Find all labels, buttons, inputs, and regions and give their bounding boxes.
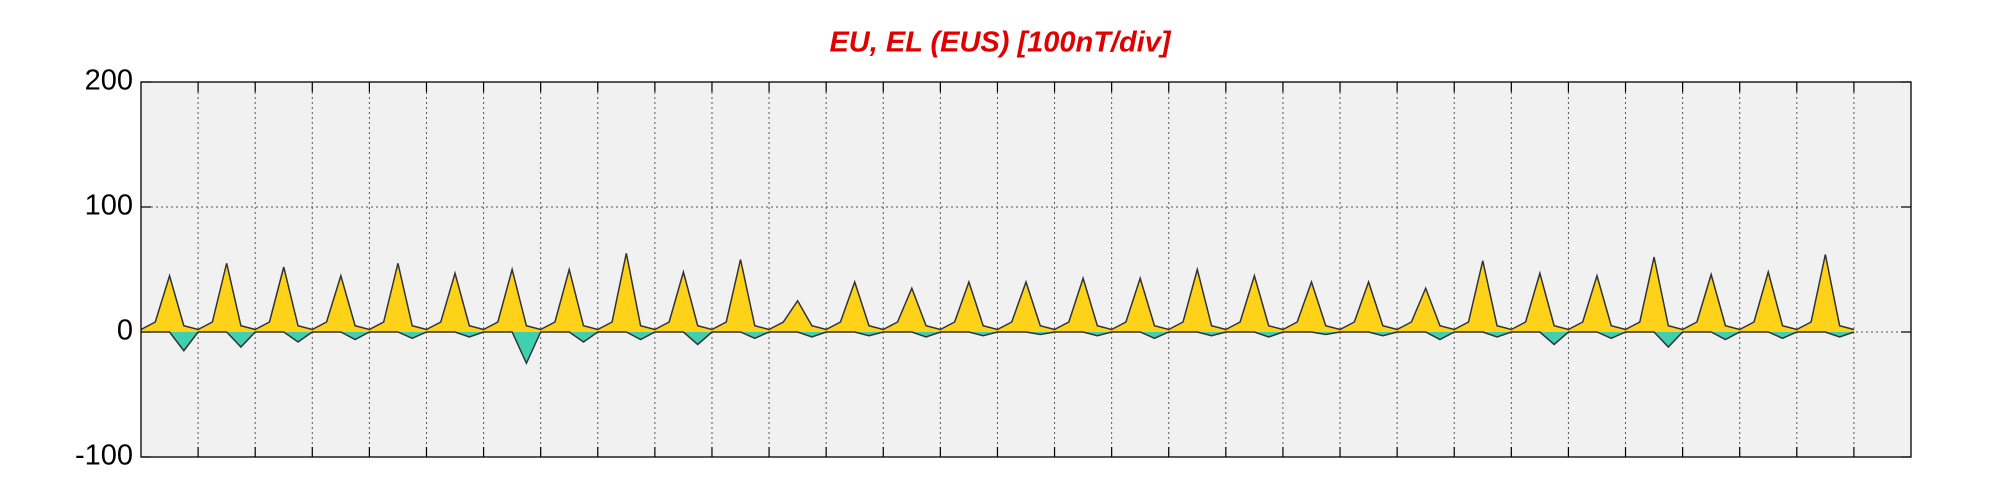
line [141,331,1855,366]
y-tick-label: -100 [75,440,133,472]
y-tick-label: 100 [85,190,133,222]
plot-background [141,82,1911,457]
chart-title: EU, EL (EUS) [100nT/div] [829,27,1171,59]
plot-frame [140,81,1912,458]
area [141,253,1854,332]
line [140,253,1855,331]
y-tick-label: 200 [85,65,133,97]
y-tick-label: 0 [117,315,133,347]
